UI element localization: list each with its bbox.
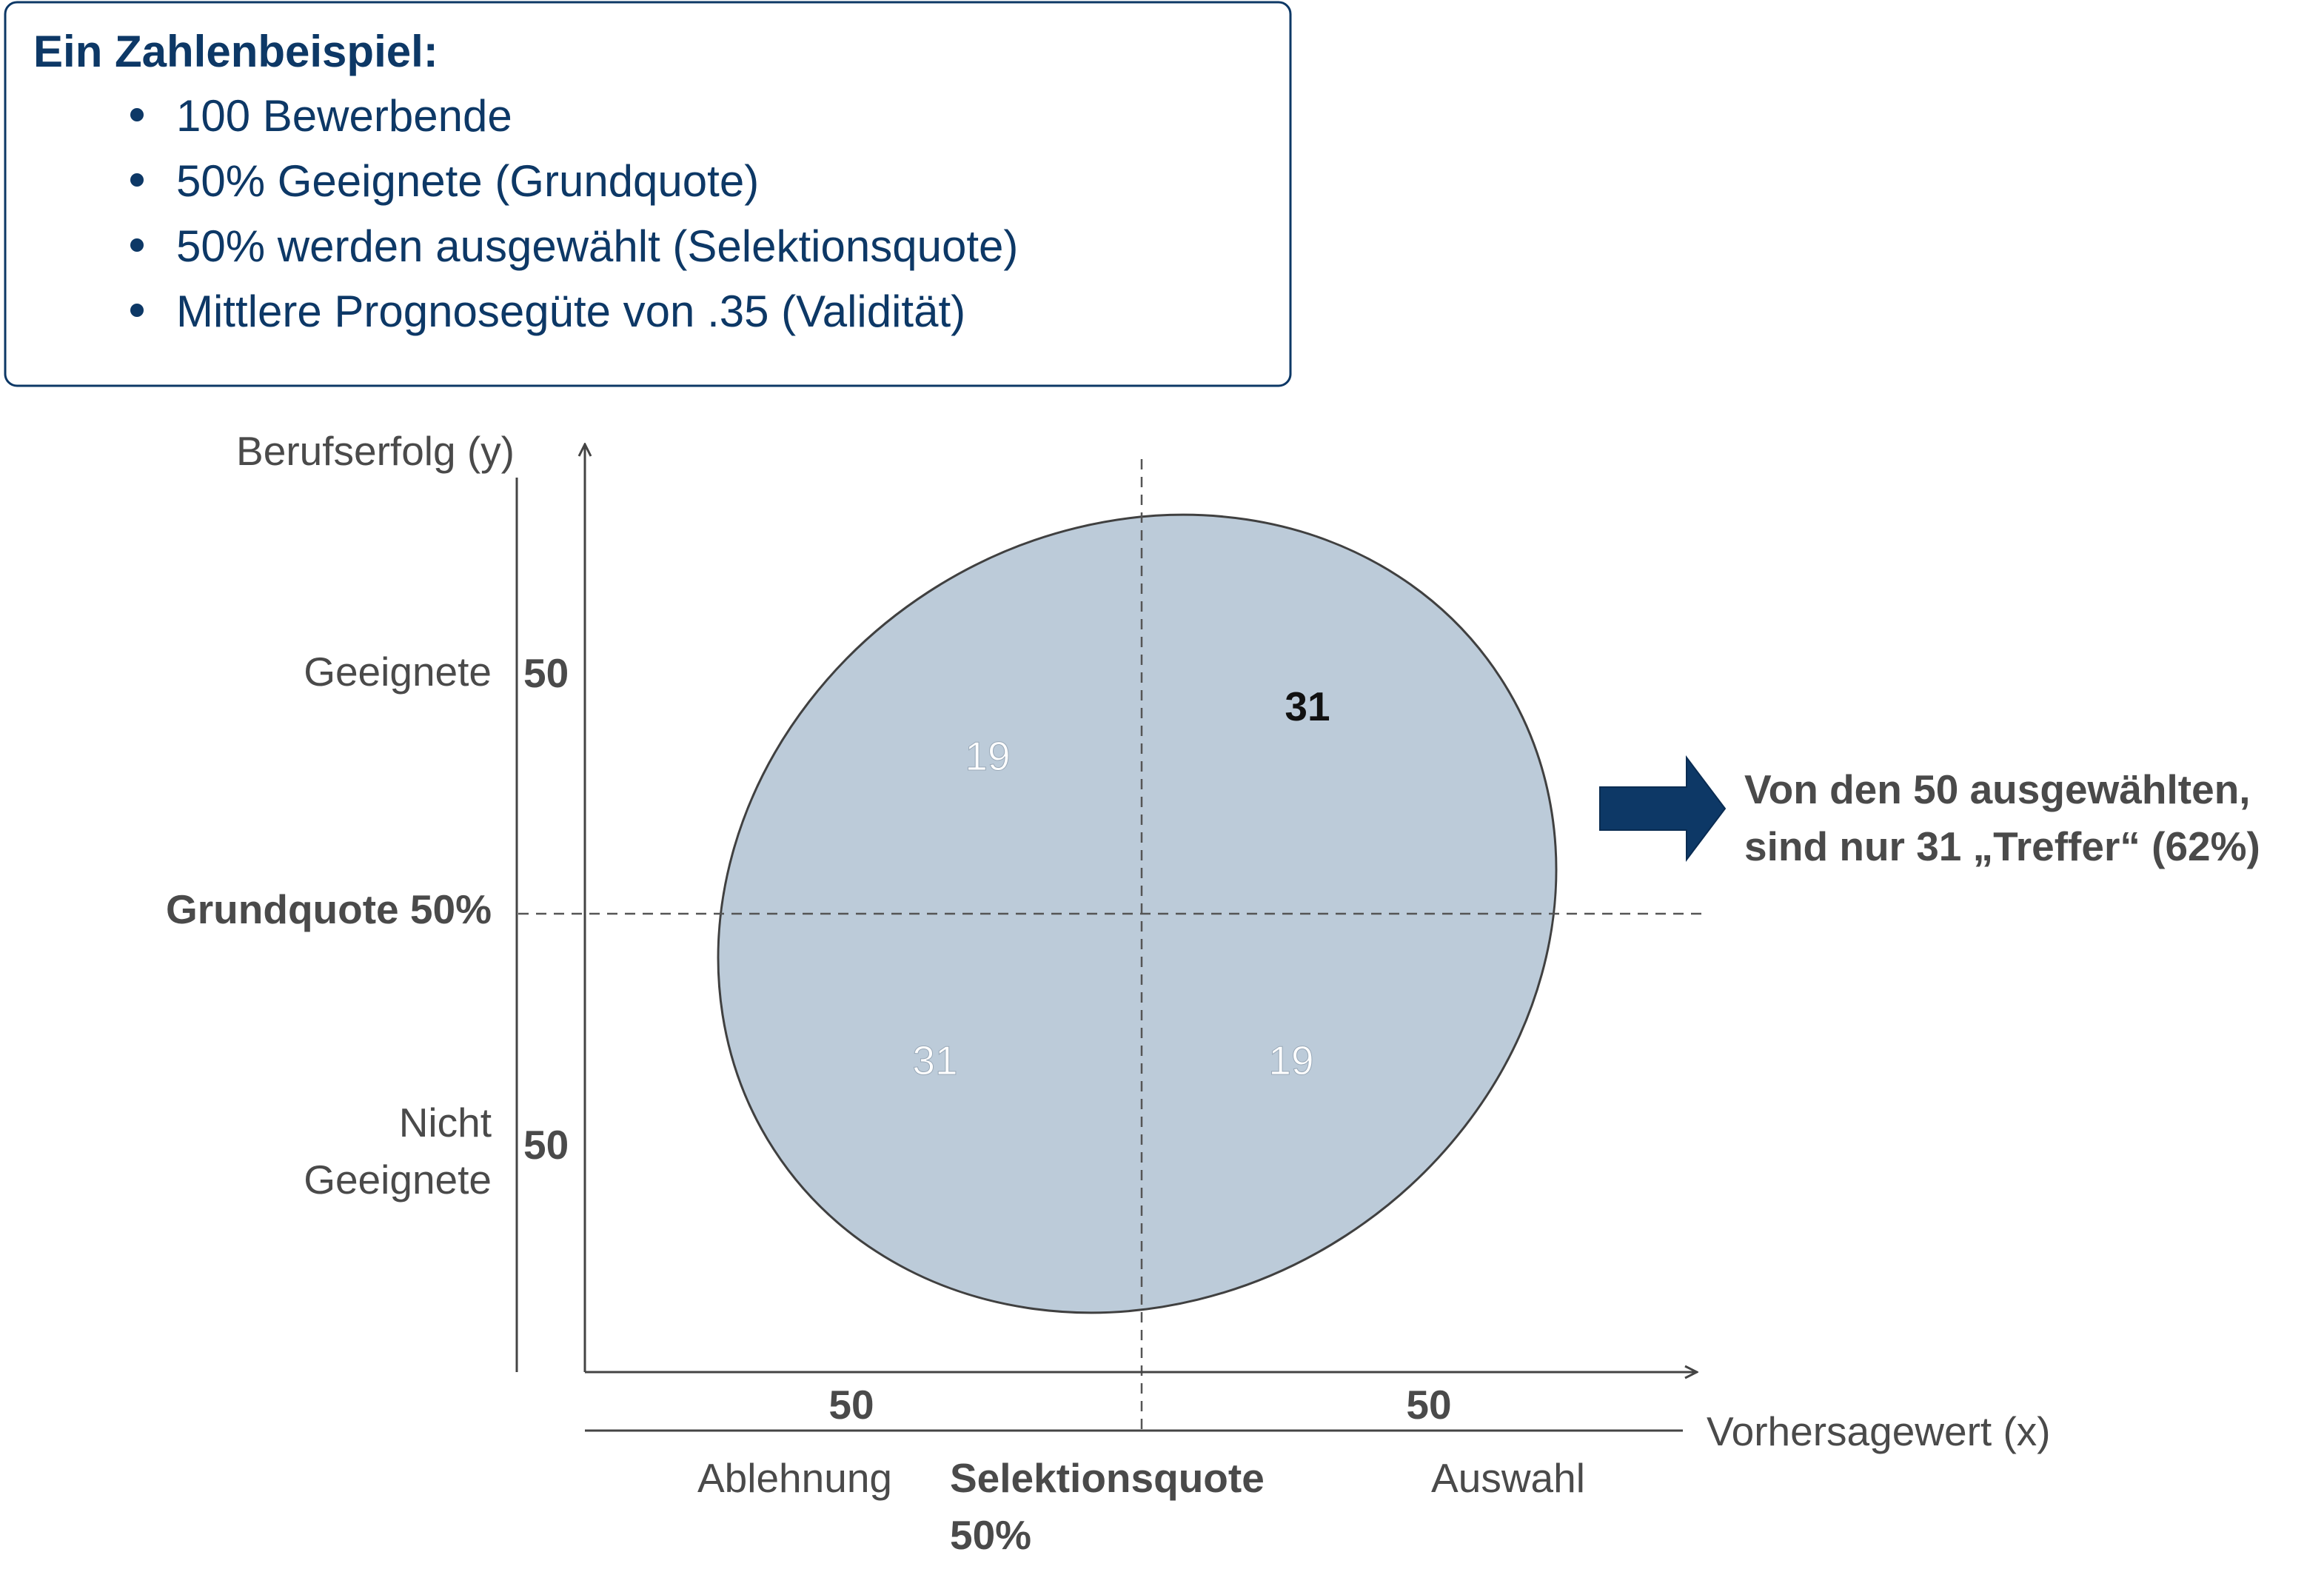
list-item: 50% werden ausgewählt (Selektionsquote) <box>176 221 1018 271</box>
y-axis-label: Berufserfolg (y) <box>236 428 515 474</box>
info-box-title: Ein Zahlenbeispiel: <box>33 27 438 76</box>
correlation-ellipse <box>717 513 1558 1314</box>
y-group-top-count: 50 <box>523 650 569 696</box>
block-arrow-icon <box>1599 755 1727 862</box>
y-group-bottom-count: 50 <box>523 1122 569 1168</box>
x-group-left-label: Ablehnung <box>697 1455 892 1501</box>
y-group-bottom-label-line1: Nicht <box>399 1100 492 1145</box>
quadrant-bottom-left-count: 31 <box>912 1037 957 1083</box>
list-item: Mittlere Prognosegüte von .35 (Validität… <box>176 287 965 336</box>
grundquote-label: Grundquote 50% <box>166 886 492 932</box>
bullet-dot <box>130 238 144 252</box>
list-item: 100 Bewerbende <box>176 91 512 141</box>
x-group-left-count: 50 <box>828 1382 874 1428</box>
callout-text-line2: sind nur 31 „Treffer“ (62%) <box>1744 823 2260 869</box>
x-group-right-label: Auswahl <box>1431 1455 1585 1501</box>
bullet-dot <box>130 173 144 187</box>
bullet-dot <box>130 304 144 317</box>
bullet-dot <box>130 108 144 121</box>
y-group-top-label: Geeignete <box>304 649 492 695</box>
info-box: Ein Zahlenbeispiel: 100 Bewerbende 50% G… <box>4 1 1292 387</box>
info-box-frame <box>4 1 1292 387</box>
callout-text-line1: Von den 50 ausgewählten, <box>1744 766 2251 812</box>
quadrant-top-left-count: 19 <box>965 733 1010 779</box>
info-box-bullet-list: 100 Bewerbende 50% Geeignete (Grundquote… <box>130 91 1018 336</box>
list-item: 50% Geeignete (Grundquote) <box>176 156 759 206</box>
selektionsquote-label-line2: 50% <box>950 1512 1031 1558</box>
x-group-right-count: 50 <box>1406 1382 1451 1428</box>
x-axis-label: Vorhersagewert (x) <box>1707 1408 2051 1454</box>
selektionsquote-label-line1: Selektionsquote <box>950 1455 1265 1501</box>
quadrant-bottom-right-count: 19 <box>1268 1037 1313 1083</box>
quadrant-top-right-count: 31 <box>1285 683 1330 729</box>
callout: Von den 50 ausgewählten, sind nur 31 „Tr… <box>1599 755 2260 869</box>
y-group-bottom-label-line2: Geeignete <box>304 1157 492 1203</box>
